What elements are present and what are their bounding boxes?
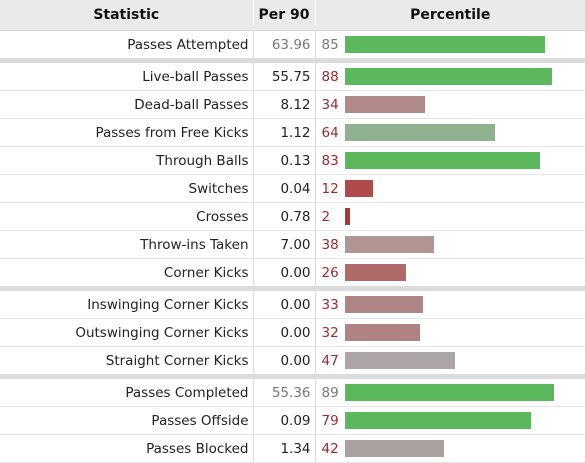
percentile-bar (344, 440, 444, 457)
percentile-value: 89 (321, 384, 339, 401)
percentile-bar (344, 412, 531, 429)
statistic-label: Passes Blocked (0, 434, 254, 463)
percentile-bar (344, 208, 350, 225)
table-row: Switches 0.04 12 (0, 174, 585, 203)
statistic-column-header[interactable]: Statistic (0, 0, 253, 31)
percentile-value: 88 (321, 68, 339, 85)
percentile-cell: 26 (315, 258, 585, 289)
statistic-label: Live-ball Passes (0, 58, 254, 91)
percentile-bar (344, 36, 545, 53)
percentile-cell: 88 (315, 58, 585, 91)
statistic-label: Switches (0, 174, 254, 203)
percentile-cell: 33 (315, 286, 585, 319)
percentile-value: 12 (321, 180, 339, 197)
per90-value: 1.12 (253, 118, 316, 147)
percentile-value: 26 (321, 264, 339, 281)
percentile-value: 2 (321, 208, 331, 225)
percentile-cell: 47 (315, 346, 585, 377)
percentile-column-header[interactable]: Percentile (314, 0, 585, 31)
percentile-value: 34 (321, 96, 339, 113)
statistic-label: Passes Attempted (0, 30, 254, 61)
percentile-cell: 64 (315, 118, 585, 147)
table-row: Dead-ball Passes 8.12 34 (0, 90, 585, 119)
percentile-cell: 12 (315, 174, 585, 203)
percentile-value: 79 (321, 412, 339, 429)
percentile-bar (344, 352, 455, 369)
percentile-bar (344, 124, 495, 141)
per90-value: 1.34 (253, 434, 316, 463)
percentile-cell: 85 (315, 30, 585, 61)
percentile-bar (344, 384, 554, 401)
per90-column-header[interactable]: Per 90 (252, 0, 315, 31)
table-row: Passes from Free Kicks 1.12 64 (0, 118, 585, 147)
percentile-cell: 79 (315, 406, 585, 435)
percentile-cell: 2 (315, 202, 585, 231)
table-row: Through Balls 0.13 83 (0, 146, 585, 175)
statistic-label: Straight Corner Kicks (0, 346, 254, 377)
statistic-label: Dead-ball Passes (0, 90, 254, 119)
percentile-cell: 83 (315, 146, 585, 175)
percentile-bar (344, 180, 373, 197)
table-row: Passes Completed 55.36 89 (0, 374, 585, 407)
percentile-bar (344, 68, 552, 85)
per90-value: 0.04 (253, 174, 316, 203)
table-row: Live-ball Passes 55.75 88 (0, 58, 585, 91)
per90-value: 8.12 (253, 90, 316, 119)
percentile-bar (344, 236, 434, 253)
percentile-value: 83 (321, 152, 339, 169)
table-row: Passes Attempted 63.96 85 (0, 30, 585, 61)
per90-value: 0.00 (253, 346, 316, 377)
per90-value: 63.96 (253, 30, 316, 61)
table-row: Corner Kicks 0.00 26 (0, 258, 585, 289)
per90-value: 7.00 (253, 230, 316, 259)
percentile-cell: 32 (315, 318, 585, 347)
statistic-label: Crosses (0, 202, 254, 231)
percentile-value: 38 (321, 236, 339, 253)
statistic-label: Inswinging Corner Kicks (0, 286, 254, 319)
statistic-label: Throw-ins Taken (0, 230, 254, 259)
per90-value: 0.00 (253, 286, 316, 319)
statistic-label: Corner Kicks (0, 258, 254, 289)
percentile-cell: 34 (315, 90, 585, 119)
percentile-bar (344, 152, 540, 169)
per90-value: 55.75 (253, 58, 316, 91)
statistic-label: Passes from Free Kicks (0, 118, 254, 147)
percentile-value: 85 (321, 36, 339, 53)
percentile-value: 64 (321, 124, 339, 141)
statistic-label: Through Balls (0, 146, 254, 175)
percentile-value: 33 (321, 296, 339, 313)
percentile-cell: 89 (315, 374, 585, 407)
per90-value: 0.09 (253, 406, 316, 435)
table-row: Outswinging Corner Kicks 0.00 32 (0, 318, 585, 347)
statistic-label: Passes Completed (0, 374, 254, 407)
percentile-value: 32 (321, 324, 339, 341)
per90-value: 0.00 (253, 318, 316, 347)
table-row: Straight Corner Kicks 0.00 47 (0, 346, 585, 377)
stats-body: Passes Attempted 63.96 85 Live-ball Passes 5… (0, 30, 585, 463)
percentile-value: 42 (321, 440, 339, 457)
percentile-value: 47 (321, 352, 339, 369)
per90-value: 55.36 (253, 374, 316, 407)
per90-value: 0.78 (253, 202, 316, 231)
per90-value: 0.00 (253, 258, 316, 289)
percentile-cell: 38 (315, 230, 585, 259)
table-row: Throw-ins Taken 7.00 38 (0, 230, 585, 259)
percentile-bar (344, 296, 423, 313)
header-row: Statistic Per 90 Percentile (0, 0, 585, 31)
table-row: Passes Blocked 1.34 42 (0, 434, 585, 463)
table-row: Crosses 0.78 2 (0, 202, 585, 231)
per90-value: 0.13 (253, 146, 316, 175)
percentile-bar (344, 96, 425, 113)
statistic-label: Outswinging Corner Kicks (0, 318, 254, 347)
table-row: Passes Offside 0.09 79 (0, 406, 585, 435)
table-row: Inswinging Corner Kicks 0.00 33 (0, 286, 585, 319)
percentile-cell: 42 (315, 434, 585, 463)
percentile-bar (344, 264, 406, 281)
statistic-label: Passes Offside (0, 406, 254, 435)
percentile-bar (344, 324, 420, 341)
